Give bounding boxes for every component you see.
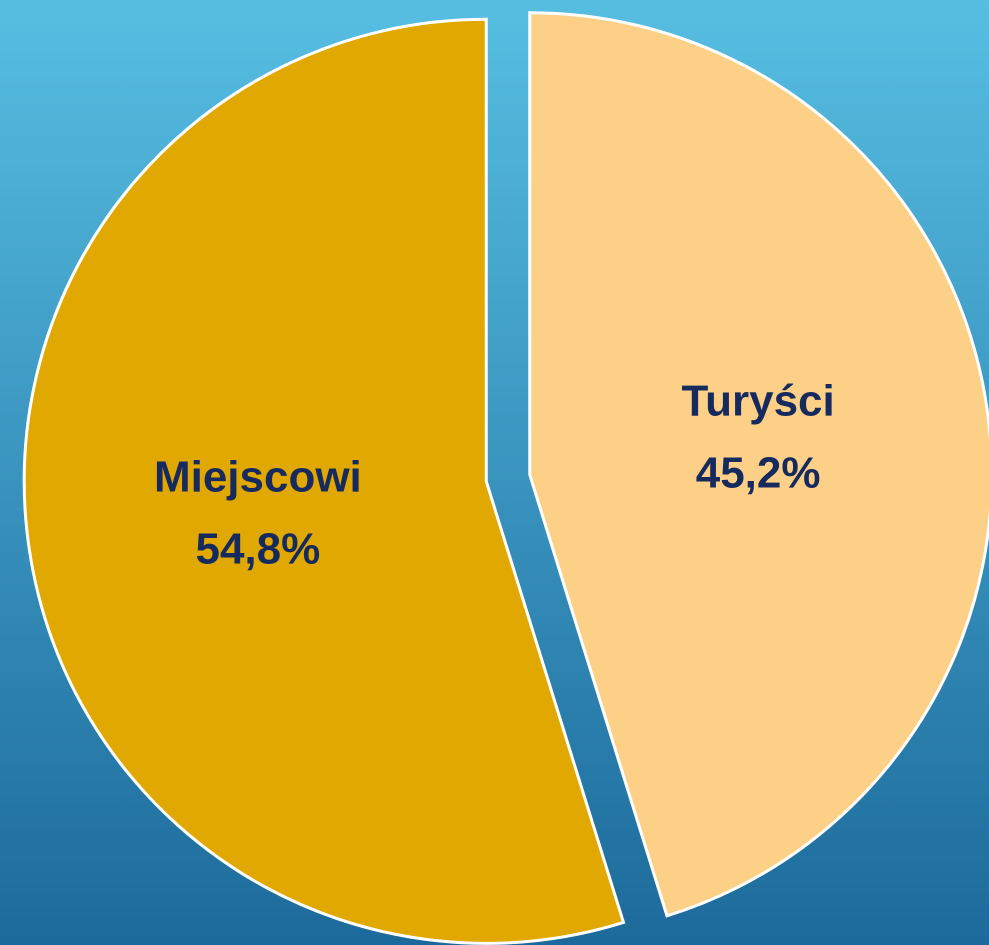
slice-label: Miejscowi (154, 453, 362, 502)
value-label: 45,2% (696, 449, 821, 498)
pie-slice (528, 11, 989, 918)
slice-label: Turyści (682, 377, 835, 426)
pie-slice (22, 17, 626, 945)
value-label: 54,8% (195, 525, 320, 574)
